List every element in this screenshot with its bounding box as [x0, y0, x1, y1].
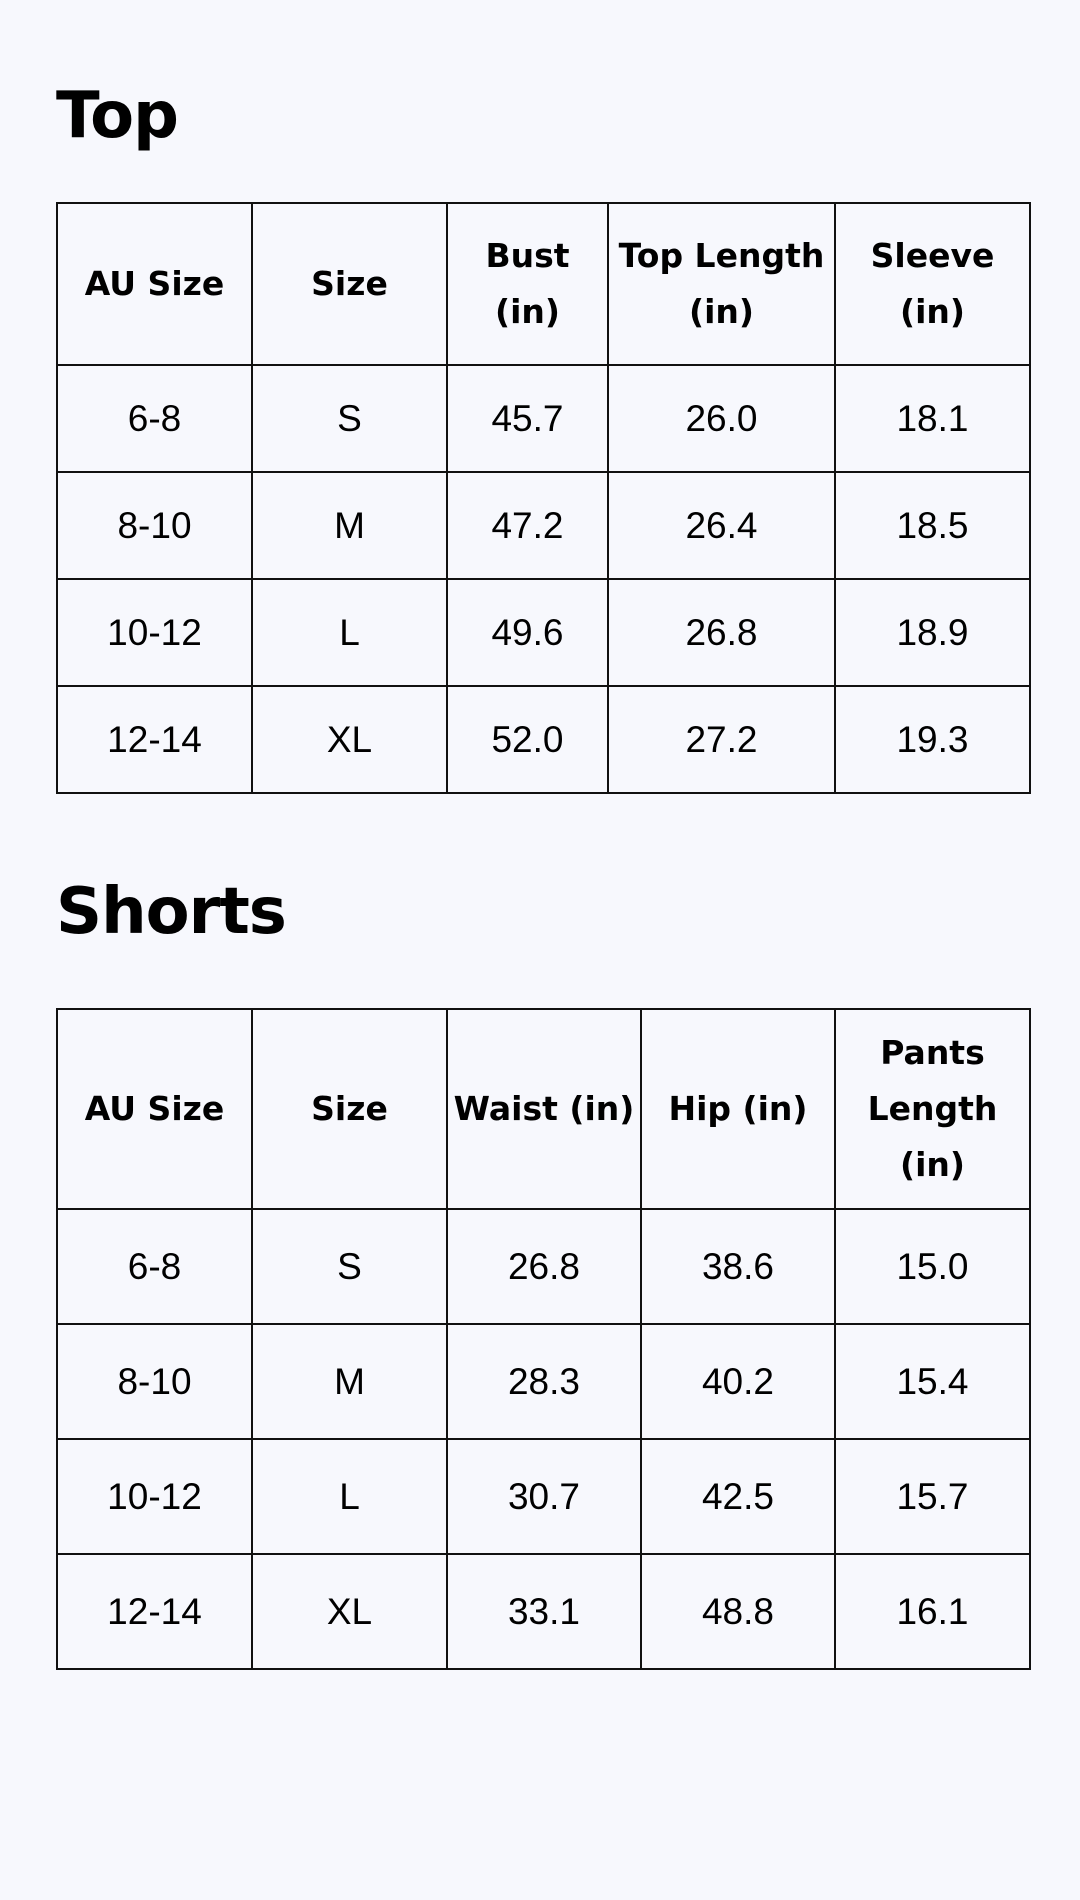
column-header: Size: [251, 1008, 448, 1210]
table-cell: 49.6: [446, 578, 609, 687]
table-cell: 38.6: [640, 1208, 836, 1325]
table-row: 6-8 S 45.7 26.0 18.1: [56, 364, 1031, 473]
table-cell: 12-14: [56, 685, 253, 794]
table-cell: 26.0: [607, 364, 836, 473]
table-cell: 16.1: [834, 1553, 1031, 1670]
table-cell: 33.1: [446, 1553, 642, 1670]
column-header: Bust (in): [446, 202, 609, 366]
table-cell: S: [251, 1208, 448, 1325]
column-header: Size: [251, 202, 448, 366]
table-row: 8-10 M 47.2 26.4 18.5: [56, 471, 1031, 580]
column-header: Sleeve (in): [834, 202, 1031, 366]
table-cell: XL: [251, 1553, 448, 1670]
table-cell: 8-10: [56, 1323, 253, 1440]
shorts-size-table: AU Size Size Waist (in) Hip (in) Pants L…: [56, 1008, 1031, 1670]
table-cell: M: [251, 1323, 448, 1440]
table-cell: 47.2: [446, 471, 609, 580]
column-header: Top Length (in): [607, 202, 836, 366]
table-row: 12-14 XL 33.1 48.8 16.1: [56, 1553, 1031, 1670]
table-cell: 26.8: [607, 578, 836, 687]
column-header: Hip (in): [640, 1008, 836, 1210]
table-cell: 30.7: [446, 1438, 642, 1555]
table-cell: 6-8: [56, 364, 253, 473]
table-cell: XL: [251, 685, 448, 794]
column-header: AU Size: [56, 1008, 253, 1210]
column-header: AU Size: [56, 202, 253, 366]
table-row: 10-12 L 30.7 42.5 15.7: [56, 1438, 1031, 1555]
table-cell: 10-12: [56, 1438, 253, 1555]
table-cell: 26.4: [607, 471, 836, 580]
column-header: Waist (in): [446, 1008, 642, 1210]
table-cell: 28.3: [446, 1323, 642, 1440]
table-row: 10-12 L 49.6 26.8 18.9: [56, 578, 1031, 687]
top-size-table: AU Size Size Bust (in) Top Length (in) S…: [56, 202, 1031, 794]
table-cell: S: [251, 364, 448, 473]
table-cell: 48.8: [640, 1553, 836, 1670]
table-cell: 10-12: [56, 578, 253, 687]
table-cell: 52.0: [446, 685, 609, 794]
table-cell: 15.4: [834, 1323, 1031, 1440]
table-row: 8-10 M 28.3 40.2 15.4: [56, 1323, 1031, 1440]
table-cell: 42.5: [640, 1438, 836, 1555]
table-cell: L: [251, 578, 448, 687]
table-cell: 19.3: [834, 685, 1031, 794]
table-row: 6-8 S 26.8 38.6 15.0: [56, 1208, 1031, 1325]
table-cell: M: [251, 471, 448, 580]
table-cell: 12-14: [56, 1553, 253, 1670]
table-cell: 18.9: [834, 578, 1031, 687]
column-header: Pants Length (in): [834, 1008, 1031, 1210]
table-cell: 40.2: [640, 1323, 836, 1440]
table-cell: 15.0: [834, 1208, 1031, 1325]
table-cell: 15.7: [834, 1438, 1031, 1555]
table-cell: 26.8: [446, 1208, 642, 1325]
shorts-section-title: Shorts: [56, 875, 287, 949]
table-cell: 18.1: [834, 364, 1031, 473]
table-header-row: AU Size Size Waist (in) Hip (in) Pants L…: [56, 1008, 1031, 1210]
top-section-title: Top: [56, 79, 179, 153]
table-header-row: AU Size Size Bust (in) Top Length (in) S…: [56, 202, 1031, 366]
table-row: 12-14 XL 52.0 27.2 19.3: [56, 685, 1031, 794]
table-cell: L: [251, 1438, 448, 1555]
table-cell: 6-8: [56, 1208, 253, 1325]
table-cell: 45.7: [446, 364, 609, 473]
table-cell: 18.5: [834, 471, 1031, 580]
table-cell: 27.2: [607, 685, 836, 794]
table-cell: 8-10: [56, 471, 253, 580]
